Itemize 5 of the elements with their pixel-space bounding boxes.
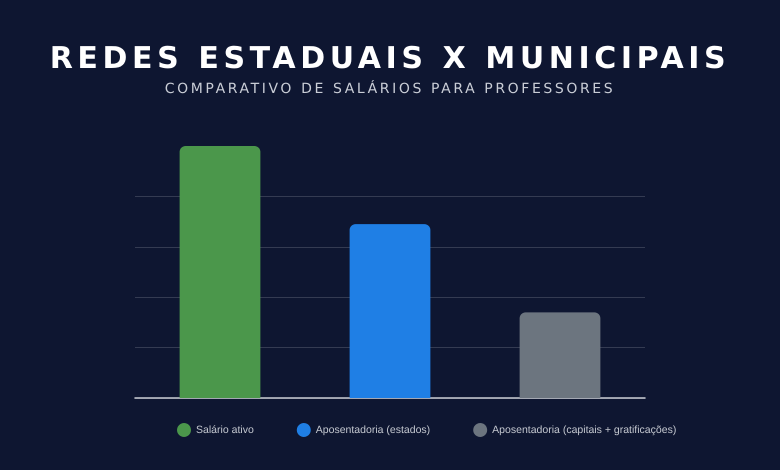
chart-title: REDES ESTADUAIS X MUNICIPAIS	[48, 41, 732, 77]
legend-label: Aposentadoria (capitais + gratificações)	[492, 424, 676, 436]
chart-subtitle: COMPARATIVO DE SALÁRIOS PARA PROFESSORES	[164, 80, 616, 98]
legend-label: Salário ativo	[196, 424, 254, 436]
legend-label: Aposentadoria (estados)	[316, 424, 430, 436]
